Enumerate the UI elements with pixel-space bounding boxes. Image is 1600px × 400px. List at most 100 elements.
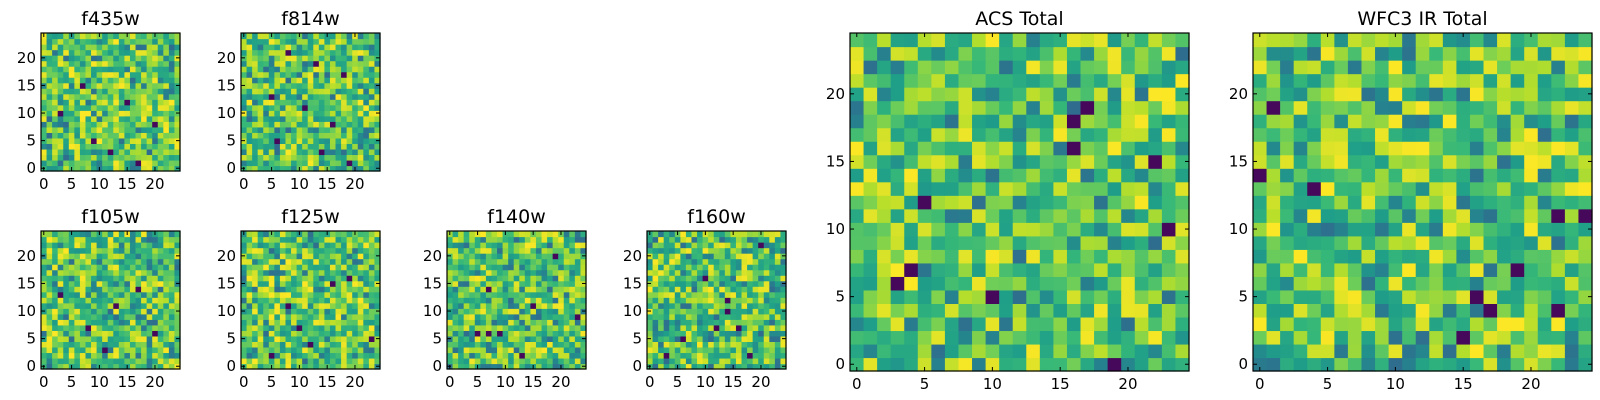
- heatmap-cell: [274, 313, 281, 320]
- heatmap-cell: [113, 335, 120, 342]
- heatmap-cell: [141, 236, 148, 243]
- heatmap-cell: [96, 148, 103, 156]
- heatmap-cell: [318, 60, 325, 67]
- heatmap-cell: [1134, 127, 1149, 142]
- heatmap-cell: [574, 280, 582, 287]
- heatmap-cell: [329, 286, 337, 293]
- heatmap-cell: [1469, 249, 1485, 264]
- heatmap-cell: [279, 269, 287, 276]
- heatmap-cell: [313, 275, 320, 282]
- heatmap-cell: [368, 77, 376, 84]
- heatmap-cell: [102, 137, 109, 144]
- heatmap-cell: [519, 308, 526, 315]
- heatmap-cell: [663, 335, 670, 342]
- heatmap-cell: [241, 313, 248, 320]
- heatmap-cell: [972, 235, 987, 250]
- heatmap-cell: [302, 357, 309, 365]
- heatmap-cell: [324, 308, 331, 315]
- heatmap-cell: [85, 66, 92, 73]
- heatmap-cell: [324, 297, 331, 304]
- heatmap-cell: [157, 121, 164, 128]
- heatmap-cell: [91, 264, 98, 271]
- heatmap-cell: [1121, 316, 1136, 332]
- heatmap-cell: [1161, 330, 1177, 345]
- heatmap-cell: [46, 132, 53, 139]
- heatmap-cell: [1293, 357, 1308, 372]
- heatmap-cell: [313, 330, 320, 337]
- heatmap-cell: [313, 71, 320, 78]
- heatmap-cell: [285, 126, 292, 133]
- heatmap-cell: [491, 363, 498, 370]
- heatmap-cell: [463, 264, 470, 271]
- heatmap-cell: [268, 352, 275, 359]
- heatmap-cell: [274, 242, 281, 249]
- heatmap-cell: [541, 313, 548, 320]
- heatmap-cell: [118, 137, 125, 144]
- heatmap-cell: [274, 253, 281, 260]
- heatmap-cell: [302, 297, 309, 304]
- heatmap-cell: [1429, 262, 1444, 277]
- heatmap-cell: [708, 247, 715, 254]
- heatmap-cell: [257, 236, 264, 243]
- heatmap-cell: [263, 302, 270, 309]
- heatmap-cell: [363, 71, 370, 78]
- x-tick-label: 10: [983, 375, 1002, 393]
- heatmap-cell: [719, 308, 726, 315]
- heatmap-cell: [302, 148, 309, 156]
- heatmap-cell: [157, 324, 164, 331]
- heatmap-cell: [291, 121, 298, 128]
- heatmap-cell: [363, 93, 370, 100]
- heatmap-cell: [569, 357, 576, 365]
- heatmap-cell: [780, 291, 787, 298]
- heatmap-cell: [652, 286, 659, 293]
- heatmap-cell: [318, 165, 325, 172]
- heatmap-cell: [674, 253, 681, 260]
- heatmap-cell: [999, 276, 1014, 291]
- heatmap-cell: [558, 357, 565, 365]
- heatmap-cell: [335, 236, 342, 243]
- heatmap-cell: [357, 154, 364, 161]
- heatmap-cell: [41, 346, 48, 354]
- heatmap-cell: [318, 71, 325, 78]
- heatmap-cell: [680, 286, 687, 293]
- heatmap-cell: [985, 114, 1000, 129]
- heatmap-cell: [263, 330, 270, 337]
- heatmap-cell: [497, 242, 504, 249]
- y-tick-label: 15: [17, 274, 36, 292]
- heatmap-cell: [530, 264, 537, 271]
- heatmap-cell: [363, 154, 370, 161]
- heatmap-cell: [474, 264, 481, 271]
- heatmap-cell: [46, 126, 53, 133]
- heatmap-cell: [1578, 195, 1593, 210]
- heatmap-cell: [85, 77, 92, 84]
- heatmap-cell: [691, 302, 698, 309]
- heatmap-cell: [463, 253, 470, 260]
- heatmap-cell: [730, 341, 737, 348]
- heatmap-cell: [335, 44, 342, 51]
- heatmap-cell: [318, 159, 325, 167]
- heatmap-cell: [368, 286, 376, 293]
- heatmap-cell: [944, 330, 960, 345]
- heatmap-cell: [491, 231, 498, 238]
- heatmap-cell: [329, 38, 337, 45]
- heatmap-cell: [730, 242, 737, 249]
- heatmap-cell: [691, 231, 698, 238]
- heatmap-cell: [124, 132, 131, 139]
- heatmap-cell: [452, 352, 459, 359]
- heatmap-cell: [302, 324, 309, 331]
- heatmap-cell: [96, 143, 103, 150]
- heatmap-cell: [174, 286, 181, 293]
- heatmap-cell: [944, 303, 960, 318]
- heatmap-cell: [497, 231, 504, 238]
- heatmap-cell: [530, 357, 537, 365]
- heatmap-cell: [341, 247, 348, 254]
- x-tick-label: 0: [239, 175, 249, 193]
- heatmap-cell: [279, 236, 287, 243]
- heatmap-cell: [274, 55, 281, 62]
- heatmap-cell: [999, 235, 1014, 250]
- heatmap-cell: [850, 87, 865, 102]
- heatmap-cell: [291, 71, 298, 78]
- heatmap-cell: [285, 143, 292, 150]
- heatmap-cell: [68, 159, 75, 167]
- heatmap-cell: [302, 126, 309, 133]
